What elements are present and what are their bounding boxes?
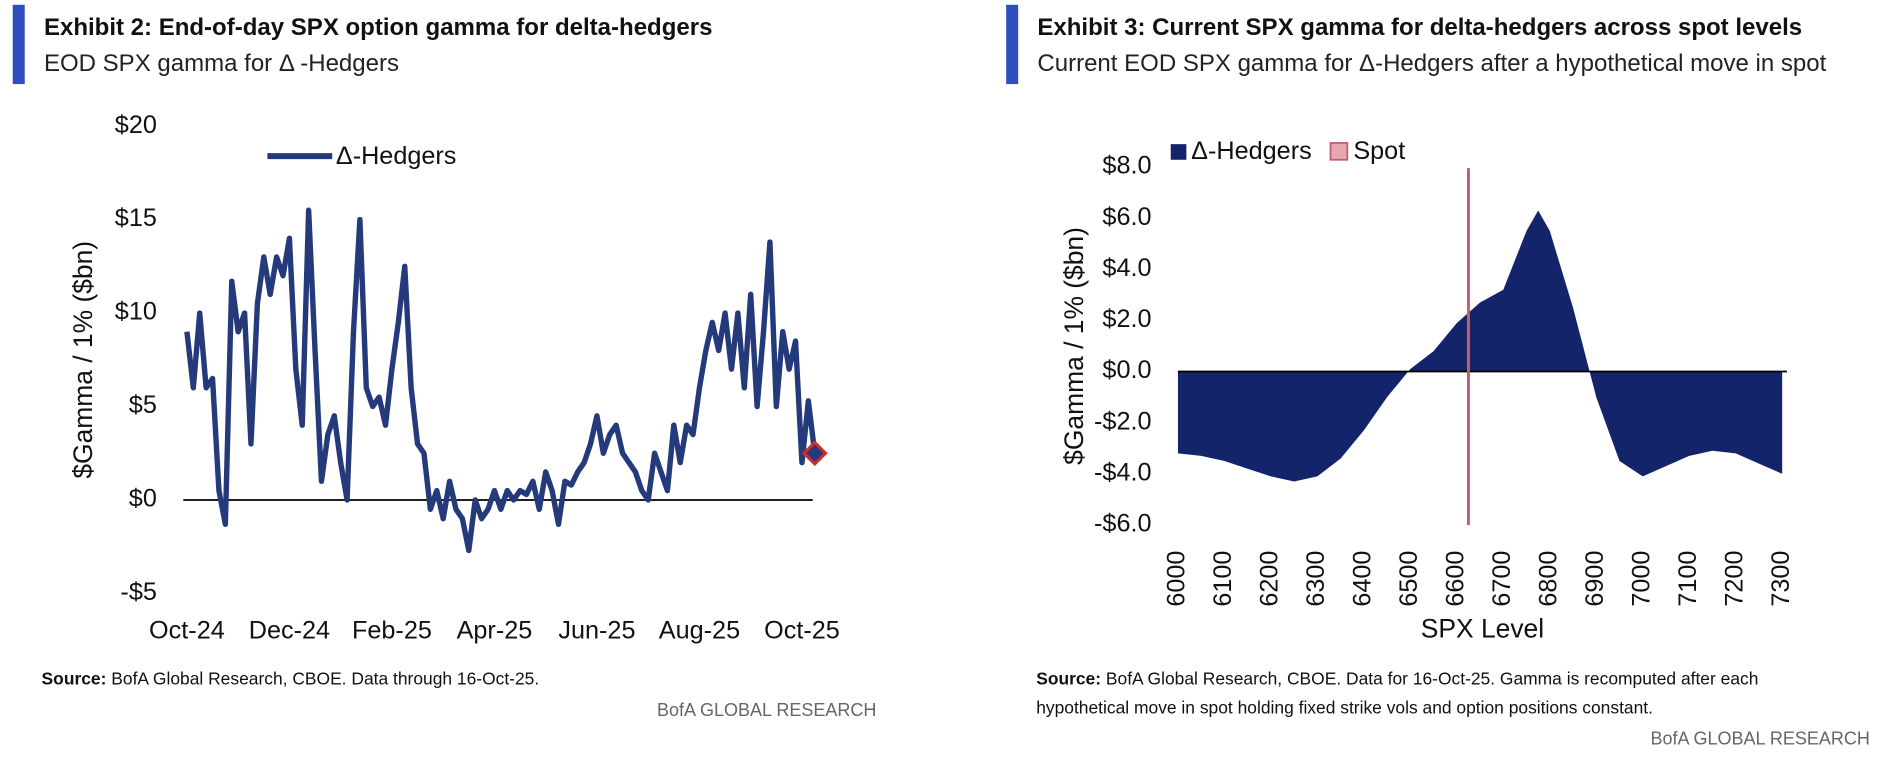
x-tick-label: 7100 <box>1674 551 1702 607</box>
x-tick-label: 6900 <box>1581 551 1609 607</box>
legend-label: Δ-Hedgers <box>336 142 457 170</box>
x-tick-label: Aug-25 <box>659 617 740 645</box>
y-axis-label: $Gamma / 1% ($bn) <box>1059 227 1089 465</box>
y-tick-label: $0 <box>129 485 157 513</box>
x-tick-label: Oct-25 <box>764 617 840 645</box>
y-axis-label: $Gamma / 1% ($bn) <box>68 241 98 479</box>
y-tick-label: $6.0 <box>1102 203 1151 231</box>
x-axis-label: SPX Level <box>1421 614 1544 644</box>
x-tick-label: 6100 <box>1209 551 1237 607</box>
legend-label: Spot <box>1353 137 1405 165</box>
y-tick-label: -$6.0 <box>1094 510 1151 538</box>
chart-subtitle: EOD SPX gamma for Δ -Hedgers <box>44 50 399 77</box>
x-tick-label: Dec-24 <box>249 617 330 645</box>
last-value-marker <box>801 440 828 467</box>
source-note: Source: BofA Global Research, CBOE. Data… <box>1036 665 1829 723</box>
x-tick-label: 7300 <box>1767 551 1795 607</box>
x-tick-label: Apr-25 <box>457 617 533 645</box>
brand: BofA GLOBAL RESEARCH <box>657 700 876 720</box>
source-text: BofA Global Research, CBOE. Data for 16-… <box>1036 670 1759 719</box>
y-tick-label: $0.0 <box>1102 356 1151 384</box>
y-tick-label: $8.0 <box>1102 152 1151 180</box>
y-tick-label: $4.0 <box>1102 254 1151 282</box>
y-tick-label: $5 <box>129 391 157 419</box>
x-tick-label: 6800 <box>1534 551 1562 607</box>
source-label: Source: <box>1036 670 1102 690</box>
source-box: Source: BofA Global Research, CBOE. Data… <box>42 665 883 694</box>
x-tick-label: 6700 <box>1488 551 1516 607</box>
y-tick-label: $10 <box>115 298 157 326</box>
x-tick-label: Feb-25 <box>352 617 432 645</box>
legend-swatch <box>1170 144 1187 160</box>
source-label: Source: <box>41 670 107 690</box>
source-text: BofA Global Research, CBOE. Data through… <box>106 670 540 690</box>
x-tick-label: 6300 <box>1302 551 1330 607</box>
series-area <box>1177 210 1783 482</box>
y-tick-label: $20 <box>115 111 157 139</box>
chart-title: Exhibit 3: Current SPX gamma for delta-h… <box>1037 14 1802 41</box>
x-tick-label: Oct-24 <box>149 617 225 645</box>
y-tick-label: -$4.0 <box>1094 458 1151 486</box>
header-bar <box>12 4 25 85</box>
y-tick-label: -$2.0 <box>1094 407 1151 435</box>
y-tick-label: $15 <box>115 204 157 232</box>
x-tick-label: 6400 <box>1349 551 1377 607</box>
x-tick-label: Jun-25 <box>558 617 635 645</box>
x-tick-label: 6600 <box>1441 551 1469 607</box>
source-note: Source: BofA Global Research, CBOE. Data… <box>42 665 883 694</box>
series-line <box>184 207 818 554</box>
chart-title: Exhibit 2: End-of-day SPX option gamma f… <box>44 14 713 41</box>
x-tick-label: 6000 <box>1163 551 1191 607</box>
header-bar <box>1006 4 1019 85</box>
x-tick-label: 7200 <box>1720 551 1748 607</box>
y-tick-label: $2.0 <box>1102 305 1151 333</box>
chart-subtitle: Current EOD SPX gamma for Δ-Hedgers afte… <box>1037 50 1826 77</box>
legend-label: Δ-Hedgers <box>1191 137 1312 165</box>
source-box: Source: BofA Global Research, CBOE. Data… <box>1036 665 1829 723</box>
x-tick-label: 6200 <box>1256 551 1284 607</box>
y-tick-label: -$5 <box>120 578 156 606</box>
legend-swatch <box>1329 142 1349 161</box>
brand: BofA GLOBAL RESEARCH <box>1650 729 1869 749</box>
x-tick-label: 6500 <box>1395 551 1423 607</box>
x-tick-label: 7000 <box>1627 551 1655 607</box>
